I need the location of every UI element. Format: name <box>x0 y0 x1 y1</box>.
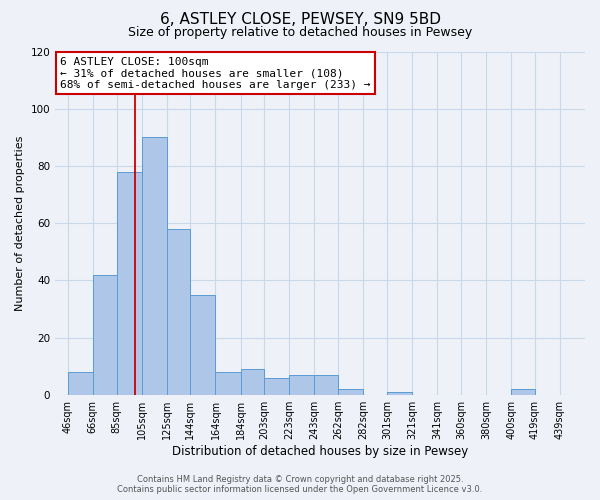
Bar <box>68 372 93 394</box>
Bar <box>93 274 116 394</box>
Bar <box>314 374 338 394</box>
Bar <box>338 389 363 394</box>
Text: Contains HM Land Registry data © Crown copyright and database right 2025.: Contains HM Land Registry data © Crown c… <box>137 475 463 484</box>
Bar <box>116 172 142 394</box>
Bar <box>289 374 314 394</box>
Bar <box>511 389 535 394</box>
Bar <box>167 229 190 394</box>
Bar <box>241 369 265 394</box>
Text: Size of property relative to detached houses in Pewsey: Size of property relative to detached ho… <box>128 26 472 39</box>
X-axis label: Distribution of detached houses by size in Pewsey: Distribution of detached houses by size … <box>172 444 468 458</box>
Text: 6 ASTLEY CLOSE: 100sqm
← 31% of detached houses are smaller (108)
68% of semi-de: 6 ASTLEY CLOSE: 100sqm ← 31% of detached… <box>61 56 371 90</box>
Bar <box>142 138 167 394</box>
Bar <box>215 372 241 394</box>
Bar <box>387 392 412 394</box>
Y-axis label: Number of detached properties: Number of detached properties <box>15 136 25 311</box>
Bar <box>265 378 289 394</box>
Bar <box>190 294 215 394</box>
Text: 6, ASTLEY CLOSE, PEWSEY, SN9 5BD: 6, ASTLEY CLOSE, PEWSEY, SN9 5BD <box>160 12 440 28</box>
Text: Contains public sector information licensed under the Open Government Licence v3: Contains public sector information licen… <box>118 485 482 494</box>
